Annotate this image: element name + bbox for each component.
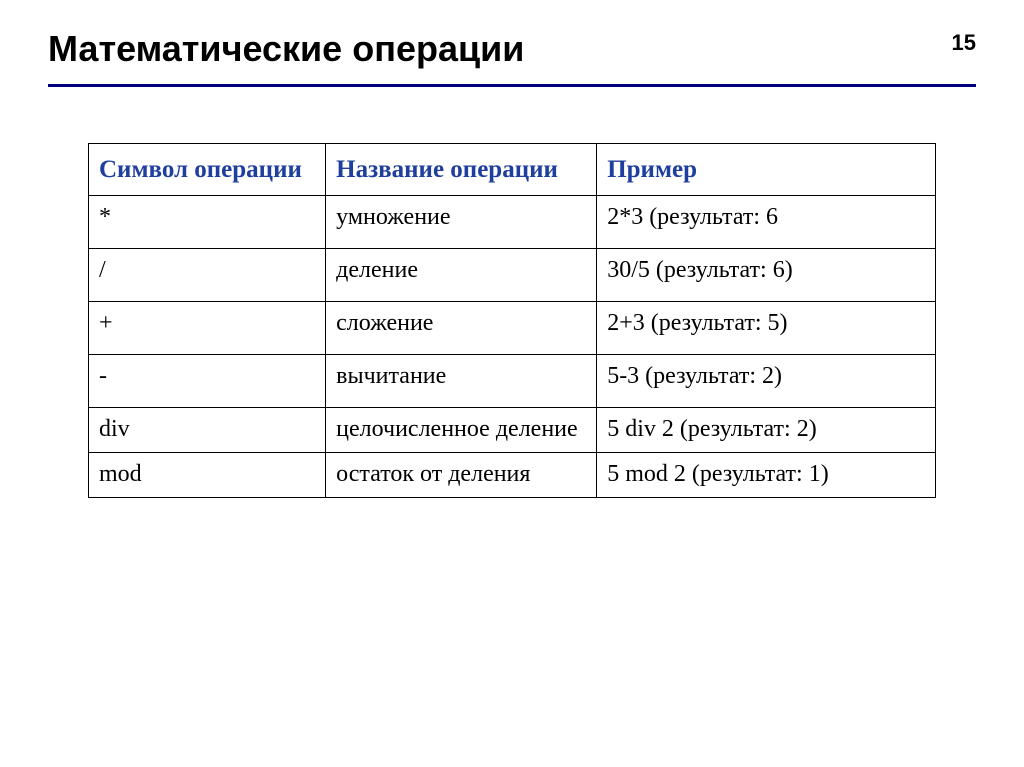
- cell-name: умножение: [326, 196, 597, 249]
- cell-example: 2*3 (результат: 6: [597, 196, 936, 249]
- operations-table: Символ операции Название операции Пример…: [88, 143, 936, 498]
- col-header-symbol: Символ операции: [89, 144, 326, 196]
- page-number: 15: [952, 28, 976, 56]
- table-row: + сложение 2+3 (результат: 5): [89, 302, 936, 355]
- table-row: mod остаток от деления 5 mod 2 (результа…: [89, 453, 936, 498]
- col-header-name: Название операции: [326, 144, 597, 196]
- cell-example: 30/5 (результат: 6): [597, 249, 936, 302]
- cell-symbol: *: [89, 196, 326, 249]
- cell-name: остаток от деления: [326, 453, 597, 498]
- title-rule: [48, 84, 976, 87]
- cell-example: 5 div 2 (результат: 2): [597, 408, 936, 453]
- cell-symbol: /: [89, 249, 326, 302]
- table-row: div целочисленное деление 5 div 2 (резул…: [89, 408, 936, 453]
- slide: Математические операции 15 Символ операц…: [0, 0, 1024, 498]
- cell-name: целочисленное деление: [326, 408, 597, 453]
- table-row: / деление 30/5 (результат: 6): [89, 249, 936, 302]
- cell-name: деление: [326, 249, 597, 302]
- table-row: - вычитание 5-3 (результат: 2): [89, 355, 936, 408]
- table-header-row: Символ операции Название операции Пример: [89, 144, 936, 196]
- cell-name: вычитание: [326, 355, 597, 408]
- cell-symbol: div: [89, 408, 326, 453]
- header-row: Математические операции 15: [48, 28, 976, 70]
- table-row: * умножение 2*3 (результат: 6: [89, 196, 936, 249]
- cell-symbol: +: [89, 302, 326, 355]
- cell-example: 5 mod 2 (результат: 1): [597, 453, 936, 498]
- col-header-example: Пример: [597, 144, 936, 196]
- cell-example: 2+3 (результат: 5): [597, 302, 936, 355]
- table-container: Символ операции Название операции Пример…: [48, 143, 976, 498]
- cell-symbol: -: [89, 355, 326, 408]
- page-title: Математические операции: [48, 28, 524, 70]
- cell-symbol: mod: [89, 453, 326, 498]
- cell-name: сложение: [326, 302, 597, 355]
- cell-example: 5-3 (результат: 2): [597, 355, 936, 408]
